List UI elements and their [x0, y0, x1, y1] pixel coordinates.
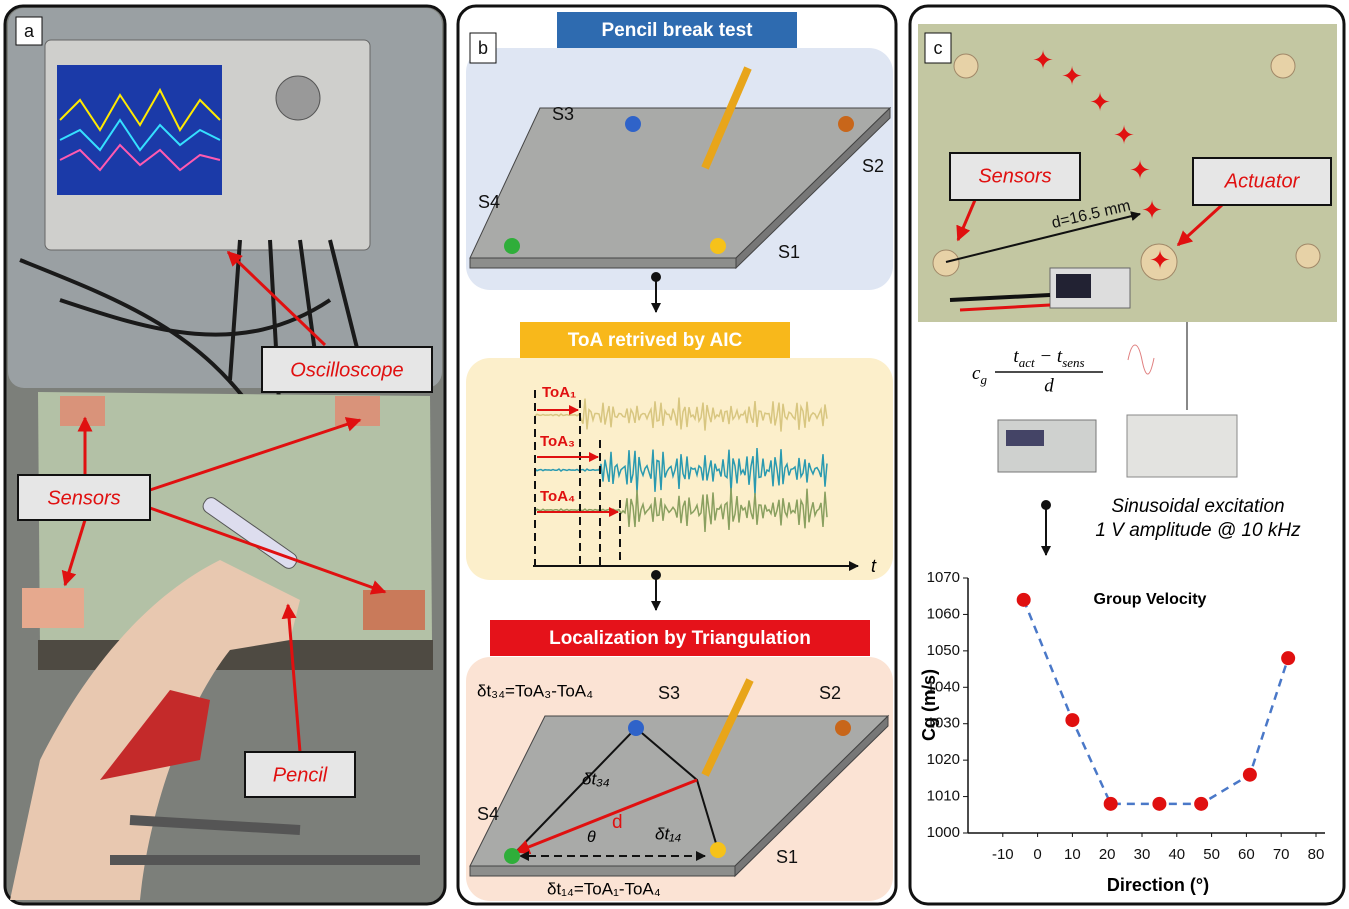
excitation-text: 1 V amplitude @ 10 kHz: [1095, 520, 1301, 541]
svg-text:✦: ✦: [1032, 45, 1054, 75]
sensor-name: S2: [819, 683, 841, 703]
x-tick-label: 70: [1273, 846, 1290, 863]
x-tick-label: 20: [1099, 846, 1116, 863]
chart-title: Group Velocity: [1094, 591, 1207, 608]
svg-text:✦: ✦: [1141, 195, 1163, 225]
pencil-label: Pencil: [273, 764, 328, 786]
formula-denominator: d: [1044, 375, 1054, 396]
panel-c: ✦✦✦✦✦✦✦ c Sensors Actuator d=16.5 mm cg …: [910, 6, 1344, 904]
svg-text:✦: ✦: [1089, 87, 1111, 117]
oscilloscope-label: Oscilloscope: [290, 359, 403, 381]
delta-label: δt₁₄: [655, 824, 682, 843]
x-tick-label: 40: [1168, 846, 1185, 863]
sensors-label: Sensors: [47, 487, 120, 509]
y-tick-label: 1010: [927, 788, 960, 805]
svg-text:✦: ✦: [1129, 155, 1151, 185]
sensor-name: S4: [478, 192, 500, 212]
actuator-label: Actuator: [1224, 170, 1301, 192]
data-point: [1152, 797, 1166, 811]
data-point: [1065, 713, 1079, 727]
sensor-name: S1: [778, 242, 800, 262]
svg-text:✦: ✦: [1113, 120, 1135, 150]
section-title: Pencil break test: [601, 20, 753, 41]
data-point: [1243, 768, 1257, 782]
sensor-name: S3: [658, 683, 680, 703]
formula-part: g: [980, 372, 987, 387]
y-tick-label: 1060: [927, 605, 960, 622]
toa-label: ToA₄: [540, 488, 575, 505]
panel-label: a: [24, 21, 35, 41]
svg-text:✦: ✦: [1149, 245, 1171, 275]
figure: a Oscilloscope Sensors Pencil b Pencil b…: [0, 0, 1349, 909]
distance-label: d: [612, 812, 623, 833]
equation: δt₃₄=ToA₃-ToA₄: [477, 681, 593, 700]
y-tick-label: 1050: [927, 642, 960, 659]
sensor-name: S4: [477, 804, 499, 824]
data-point: [1281, 651, 1295, 665]
x-tick-label: 0: [1033, 846, 1041, 863]
svg-text:✦: ✦: [1061, 61, 1083, 91]
toa-label: ToA₃: [540, 433, 575, 450]
x-tick-label: 50: [1203, 846, 1220, 863]
section-title: ToA retrived by AIC: [568, 330, 743, 351]
excitation-text: Sinusoidal excitation: [1111, 496, 1284, 517]
formula-part: sens: [1062, 355, 1084, 370]
equation: δt₁₄=ToA₁-ToA₄: [547, 879, 661, 898]
data-point: [1194, 797, 1208, 811]
data-point: [1017, 593, 1031, 607]
y-tick-label: 1030: [927, 715, 960, 732]
formula-part: −: [1035, 346, 1057, 367]
delta-label: δt₃₄: [582, 769, 610, 788]
sensor-name: S2: [862, 156, 884, 176]
sensor-name: S1: [776, 847, 798, 867]
x-tick-label: 80: [1308, 846, 1325, 863]
panel-label: c: [934, 38, 943, 58]
x-tick-label: -10: [992, 846, 1014, 863]
x-axis-title: Direction (°): [1107, 875, 1209, 895]
panel-b: b Pencil break test S3 S2 S4 S1 ToA retr…: [458, 6, 896, 904]
y-tick-label: 1020: [927, 751, 960, 768]
y-tick-label: 1040: [927, 678, 960, 695]
formula-part: act: [1019, 355, 1035, 370]
data-point: [1104, 797, 1118, 811]
panel-label: b: [478, 38, 488, 58]
sensor-name: S3: [552, 104, 574, 124]
sensors-label: Sensors: [978, 165, 1051, 187]
section-title: Localization by Triangulation: [549, 628, 811, 649]
angle-label: θ: [587, 829, 596, 846]
toa-label: ToA₁: [542, 384, 576, 401]
x-tick-label: 30: [1134, 846, 1151, 863]
x-tick-label: 10: [1064, 846, 1081, 863]
panel-a: a Oscilloscope Sensors Pencil: [5, 6, 445, 904]
y-tick-label: 1070: [927, 569, 960, 586]
y-tick-label: 1000: [927, 824, 960, 841]
x-tick-label: 60: [1238, 846, 1255, 863]
